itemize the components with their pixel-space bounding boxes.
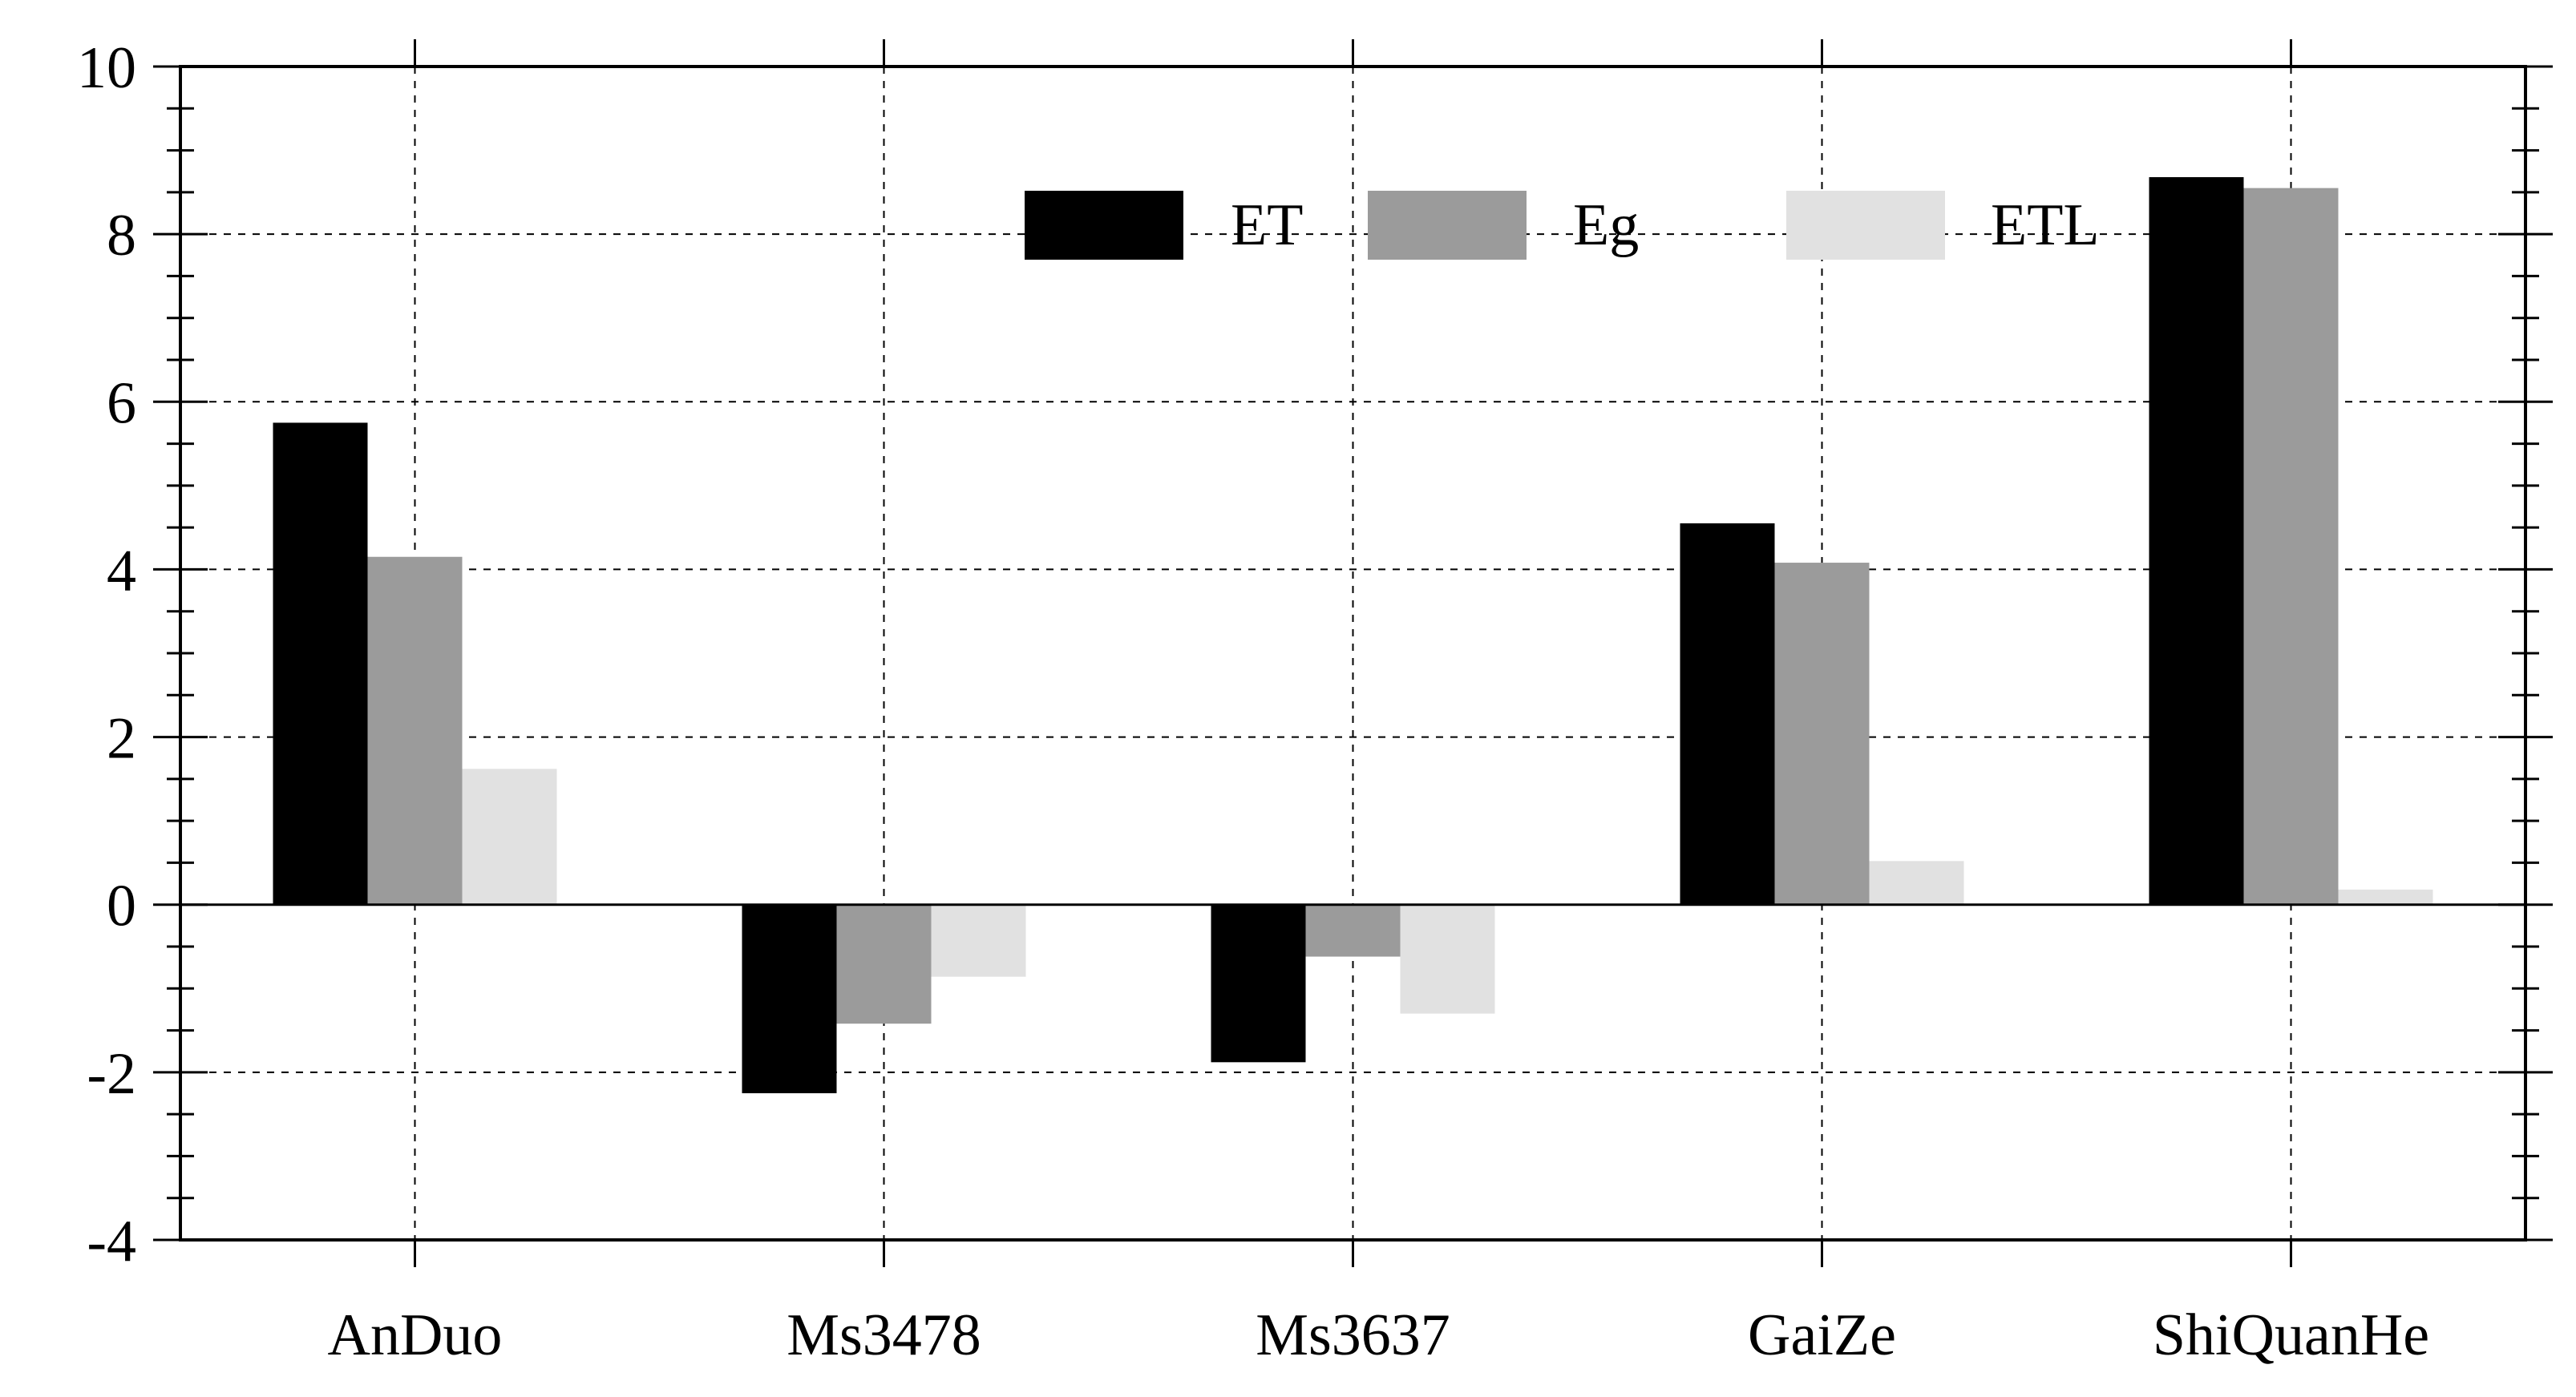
x-tick-label: Ms3637 [1256,1302,1450,1368]
bars [273,177,2433,1093]
legend-swatch-et [1025,191,1183,260]
y-tick-label: -2 [87,1041,136,1107]
bar-et-ms3637 [1211,904,1306,1063]
bar-etl-anduo [462,769,557,905]
bar-etl-ms3637 [1400,904,1495,1014]
ticks [153,39,2553,1267]
x-tick-label: AnDuo [328,1302,503,1368]
y-tick-label: 2 [107,706,136,772]
x-tick-label: GaiZe [1748,1302,1896,1368]
bar-et-shiquanhe [2149,177,2244,905]
legend-label-eg: Eg [1573,192,1639,258]
tick-labels: -4 -2 0 2 4 6 8 10 AnDuo Ms3478 Ms3637 GaiZe ShiQuan… [77,35,2429,1368]
y-tick-label: 6 [107,370,136,436]
legend: ET Eg ETL [1025,191,2100,260]
y-tick-label: 10 [77,35,136,101]
bar-eg-ms3637 [1305,904,1401,957]
bar-et-gaize [1680,523,1775,905]
x-tick-label: ShiQuanHe [2153,1302,2429,1368]
bar-etl-ms3478 [931,904,1026,977]
bar-eg-anduo [367,556,463,905]
bar-et-ms3478 [742,904,837,1093]
bar-eg-gaize [1774,563,1870,905]
y-tick-label: 8 [107,203,136,268]
legend-label-et: ET [1231,192,1303,258]
bar-eg-shiquanhe [2243,188,2339,905]
legend-swatch-etl [1786,191,1945,260]
bar-eg-ms3478 [836,904,932,1024]
y-tick-label: 4 [107,538,136,604]
legend-swatch-eg [1368,191,1527,260]
bar-etl-shiquanhe [2338,889,2433,905]
bar-et-anduo [273,422,368,905]
y-tick-label: 0 [107,874,136,939]
y-tick-label: -4 [87,1209,136,1274]
x-tick-label: Ms3478 [787,1302,981,1368]
bar-etl-gaize [1869,861,1964,905]
legend-label-etl: ETL [1991,192,2100,258]
